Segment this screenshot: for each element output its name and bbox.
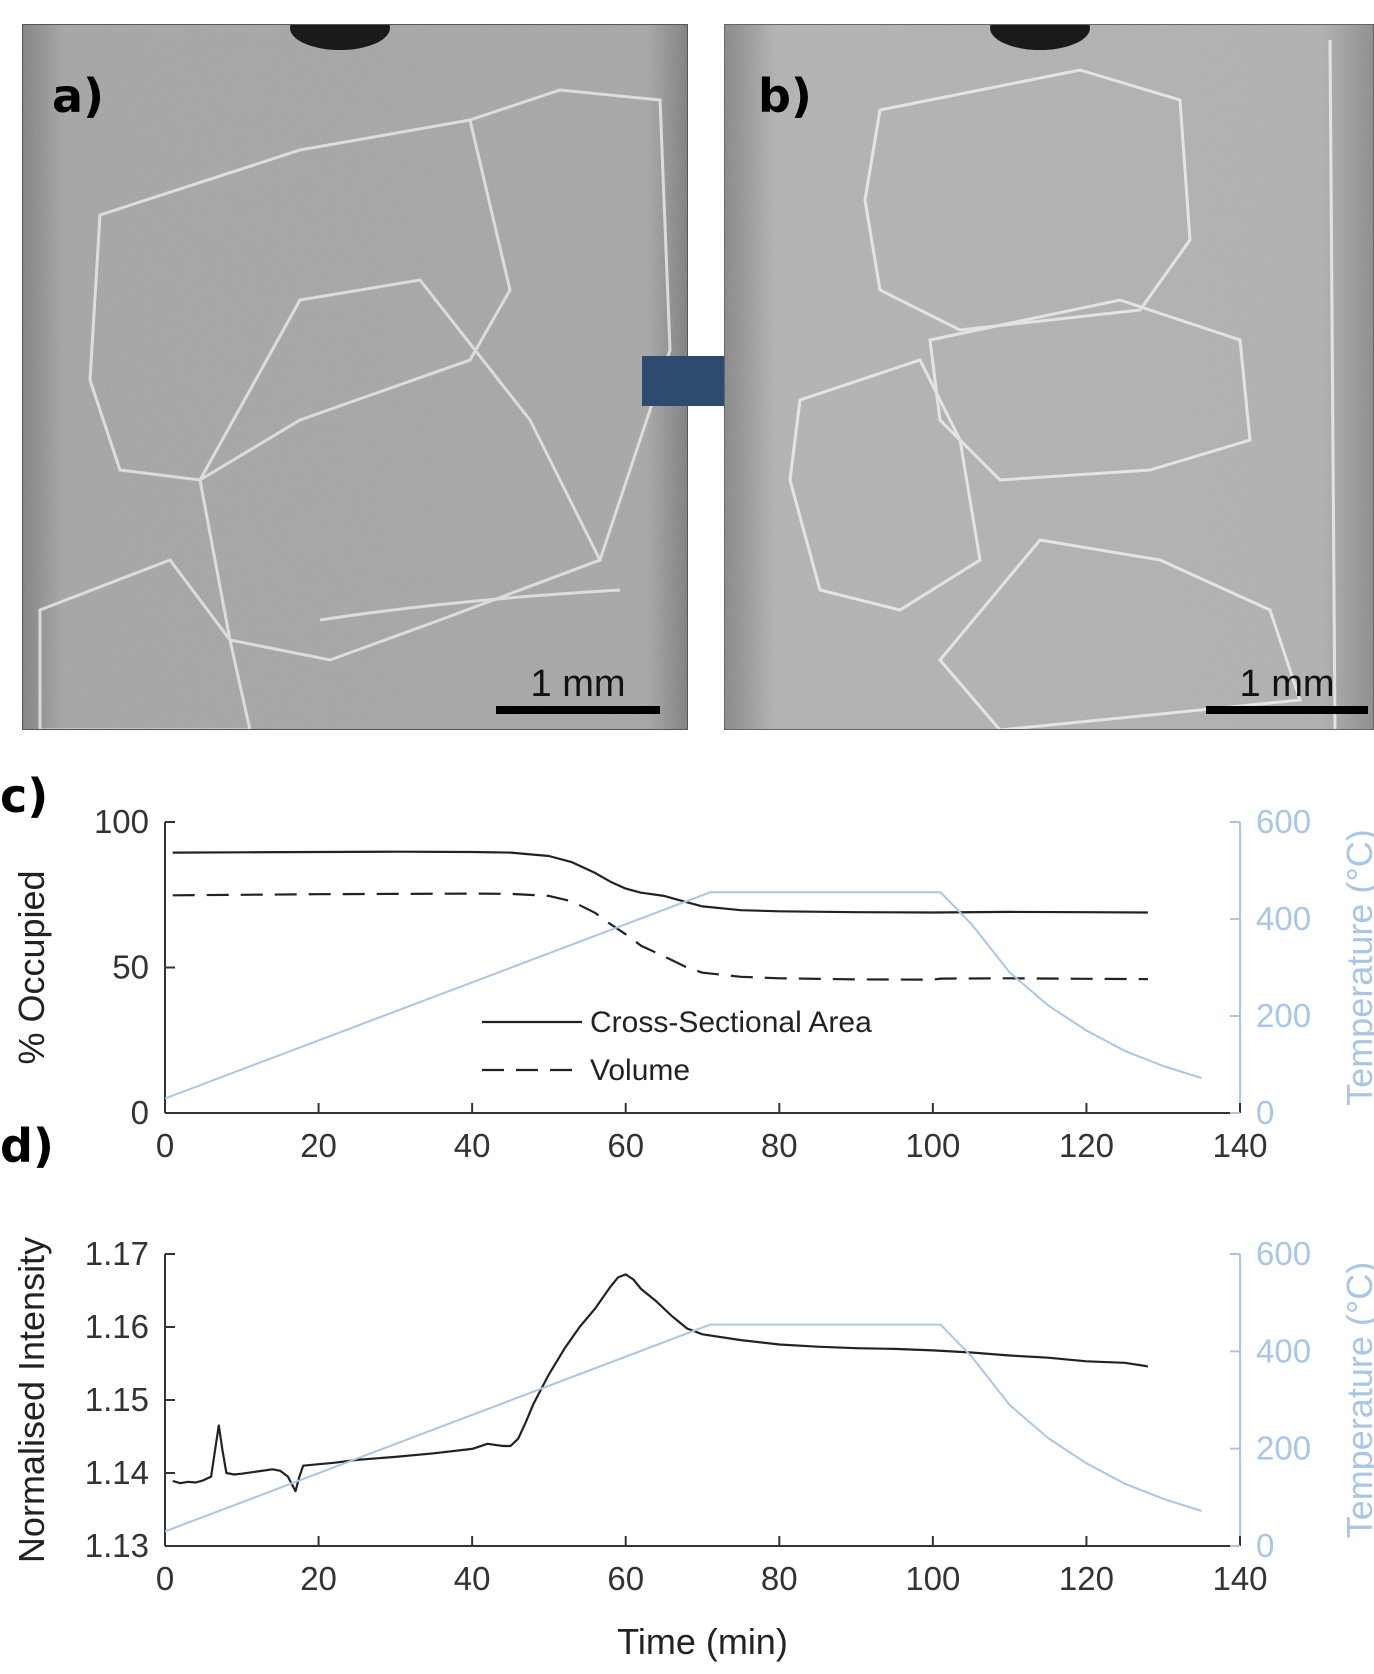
y-right-tick-label: 600 — [1256, 803, 1311, 840]
x-tick-label: 20 — [300, 1127, 337, 1164]
cross-sectional-area-series-line — [172, 850, 1148, 914]
x-tick-label: 80 — [761, 1127, 798, 1164]
y-tick-label: 1.17 — [85, 1235, 149, 1272]
temperature-series-line — [164, 1323, 1202, 1533]
scale-bar-label-a: 1 mm — [531, 663, 626, 705]
y-tick-label: 0 — [131, 1094, 149, 1131]
y-right-axis-title: Temperature (°C) — [1339, 1262, 1374, 1538]
sample-holder-top-a — [290, 24, 390, 50]
y-axis-title: Normalised Intensity — [11, 1237, 52, 1563]
legend-label: Volume — [590, 1054, 690, 1087]
panel-label-a: a) — [52, 69, 104, 123]
x-tick-label: 120 — [1059, 1560, 1114, 1597]
x-tick-label: 0 — [156, 1127, 174, 1164]
x-tick-label: 0 — [156, 1560, 174, 1597]
micrograph-a — [22, 24, 688, 730]
panel-label-b: b) — [758, 69, 812, 123]
chart-d-intensity-vs-time: 0 20 40 60 80 100 120 140 1.13 1.14 1.15 1.16 1.17 0 2… — [11, 1235, 1374, 1662]
intensity-series-line — [172, 1273, 1149, 1493]
x-tick-label: 60 — [607, 1127, 644, 1164]
y-tick-label: 1.15 — [85, 1381, 149, 1418]
x-tick-label: 120 — [1059, 1127, 1114, 1164]
y-tick-label: 50 — [112, 949, 149, 986]
scale-bar-b: 1 mm — [1206, 663, 1368, 714]
x-tick-label: 100 — [905, 1127, 960, 1164]
y-right-tick-label: 0 — [1256, 1094, 1274, 1131]
y-right-axis-title: Temperature (°C) — [1339, 829, 1374, 1105]
y-axis-title: % Occupied — [11, 870, 52, 1064]
x-tick-label: 60 — [607, 1560, 644, 1597]
x-tick-label: 100 — [905, 1560, 960, 1597]
scale-bar-label-b: 1 mm — [1240, 663, 1335, 705]
scale-bar-a: 1 mm — [496, 663, 660, 714]
y-tick-label: 1.14 — [85, 1454, 149, 1491]
volume-series-line — [172, 892, 1148, 981]
y-right-tick-label: 400 — [1256, 1332, 1311, 1369]
panel-label-d: d) — [0, 1119, 54, 1173]
y-right-tick-label: 0 — [1256, 1527, 1274, 1564]
y-right-tick-label: 400 — [1256, 900, 1311, 937]
x-tick-label: 140 — [1212, 1560, 1267, 1597]
y-tick-label: 100 — [94, 803, 149, 840]
x-tick-label: 140 — [1212, 1127, 1267, 1164]
sample-holder-top-b — [990, 24, 1090, 50]
y-right-tick-label: 200 — [1256, 997, 1311, 1034]
y-tick-label: 1.16 — [85, 1308, 149, 1345]
y-tick-label: 1.13 — [85, 1527, 149, 1564]
y-right-tick-label: 200 — [1256, 1430, 1311, 1467]
panel-label-c: c) — [0, 769, 48, 823]
x-tick-label: 80 — [761, 1560, 798, 1597]
crystal-outlines-a — [38, 88, 672, 730]
y-right-tick-label: 600 — [1256, 1235, 1311, 1272]
temperature-series-line — [164, 891, 1202, 1100]
legend-label: Cross-Sectional Area — [590, 1006, 872, 1039]
x-axis-title: Time (min) — [617, 1621, 788, 1662]
x-tick-label: 20 — [300, 1560, 337, 1597]
x-tick-label: 40 — [454, 1127, 491, 1164]
micrograph-b — [724, 24, 1374, 730]
x-tick-label: 40 — [454, 1560, 491, 1597]
crystal-outlines-b — [788, 39, 1337, 730]
